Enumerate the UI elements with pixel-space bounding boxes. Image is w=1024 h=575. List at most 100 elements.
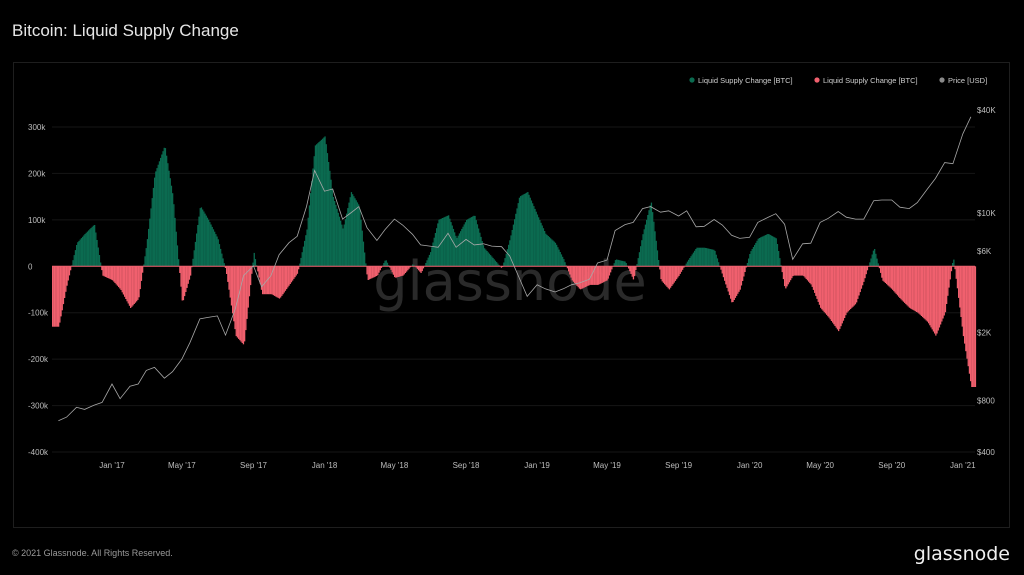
- bar-positive: [617, 259, 619, 267]
- bar-positive: [348, 202, 350, 267]
- bar-negative: [118, 266, 120, 288]
- bar-positive: [467, 219, 469, 267]
- x-tick-label: Sep '19: [665, 461, 692, 470]
- bar-negative: [390, 266, 392, 270]
- bar-positive: [149, 218, 151, 267]
- bar-positive: [523, 194, 525, 267]
- bar-negative: [794, 266, 797, 276]
- bar-positive: [164, 148, 167, 267]
- bar-positive: [343, 224, 345, 267]
- bar-negative: [500, 266, 503, 268]
- bar-negative: [241, 266, 243, 343]
- bar-negative: [70, 266, 72, 271]
- bar-negative: [930, 266, 932, 328]
- bar-negative: [929, 266, 931, 326]
- bar-negative: [856, 266, 858, 303]
- bar-negative: [287, 266, 289, 288]
- bar-negative: [190, 266, 192, 276]
- bar-positive: [553, 241, 555, 267]
- bar-positive: [712, 249, 714, 267]
- bar-positive: [708, 248, 710, 267]
- bar-negative: [962, 266, 965, 337]
- bar-positive: [773, 236, 775, 267]
- y-right-tick-label: $10K: [977, 209, 996, 218]
- bar-negative: [60, 266, 62, 317]
- bar-positive: [613, 263, 615, 267]
- bar-positive: [559, 252, 561, 267]
- bar-positive: [770, 235, 773, 267]
- bar-negative: [884, 266, 887, 283]
- bar-negative: [226, 266, 228, 274]
- bar-negative: [605, 266, 607, 282]
- bar-negative: [943, 266, 945, 316]
- bar-positive: [504, 258, 506, 267]
- bar-positive: [199, 208, 201, 267]
- bar-positive: [510, 235, 512, 267]
- x-tick-label: Jan '20: [737, 461, 763, 470]
- x-tick-label: May '18: [381, 461, 409, 470]
- bar-positive: [442, 218, 444, 267]
- bar-negative: [932, 266, 935, 332]
- bar-negative: [607, 266, 609, 279]
- bar-positive: [556, 244, 558, 267]
- bar-negative: [925, 266, 927, 321]
- bar-negative: [592, 266, 594, 285]
- bar-positive: [96, 240, 98, 267]
- bar-positive: [750, 251, 752, 267]
- bar-positive: [215, 234, 217, 267]
- bar-negative: [110, 266, 113, 280]
- bar-positive: [84, 234, 86, 267]
- bar-negative: [587, 266, 589, 286]
- bar-negative: [886, 266, 888, 285]
- bar-negative: [55, 266, 57, 327]
- bar-positive: [144, 256, 146, 267]
- y-right-tick-label: $40K: [977, 106, 996, 115]
- bar-positive: [514, 219, 516, 267]
- bar-positive: [540, 222, 542, 267]
- bar-positive: [212, 229, 215, 267]
- bar-positive: [871, 254, 873, 267]
- bar-negative: [811, 266, 813, 287]
- bar-negative: [887, 266, 889, 286]
- bar-negative: [179, 266, 181, 273]
- bar-positive: [386, 262, 389, 267]
- bar-negative: [895, 266, 897, 294]
- bar-negative: [846, 266, 848, 313]
- bar-negative: [901, 266, 903, 301]
- bar-positive: [352, 194, 354, 267]
- y-left-tick-label: -200k: [28, 355, 49, 364]
- bar-negative: [792, 266, 794, 277]
- bar-negative: [568, 266, 570, 272]
- bar-negative: [880, 266, 882, 273]
- bar-negative: [127, 266, 129, 304]
- bar-negative: [574, 266, 576, 284]
- bar-negative: [722, 266, 725, 278]
- bar-negative: [113, 266, 115, 282]
- bar-negative: [937, 266, 939, 331]
- bar-positive: [869, 262, 871, 267]
- bar-positive: [463, 224, 465, 267]
- bar-positive: [685, 263, 687, 267]
- bar-negative: [940, 266, 942, 325]
- bar-negative: [914, 266, 917, 312]
- bar-positive: [526, 192, 528, 267]
- bar-positive: [545, 233, 547, 267]
- bar-negative: [670, 266, 672, 288]
- bar-positive: [83, 235, 85, 267]
- bar-negative: [912, 266, 914, 310]
- bar-negative: [882, 266, 884, 281]
- bar-positive: [551, 239, 553, 267]
- bar-positive: [518, 197, 521, 267]
- bar-negative: [377, 266, 379, 276]
- bar-positive: [623, 261, 625, 267]
- bar-negative: [917, 266, 919, 313]
- bar-negative: [942, 266, 944, 319]
- bar-negative: [235, 266, 237, 337]
- bar-negative: [274, 266, 276, 296]
- bar-negative: [401, 266, 403, 276]
- bar-negative: [737, 266, 739, 294]
- bar-positive: [534, 208, 536, 267]
- bar-negative: [250, 266, 252, 286]
- copyright-footer: © 2021 Glassnode. All Rights Reserved.: [12, 548, 173, 558]
- bar-negative: [906, 266, 908, 306]
